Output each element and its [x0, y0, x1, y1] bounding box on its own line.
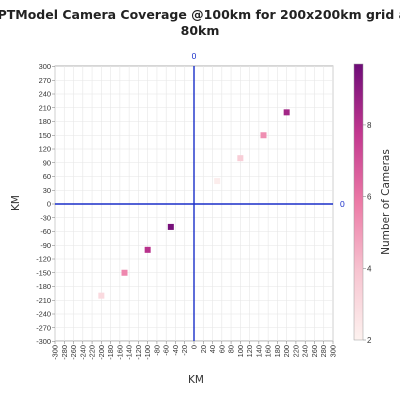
y-tick-label: 120 [39, 145, 51, 154]
colorbar [353, 63, 364, 341]
y-tick-label: -270 [36, 323, 51, 332]
y-axis-title: KM [10, 195, 22, 211]
data-point [260, 132, 267, 139]
x-tick-label: 280 [319, 345, 328, 357]
x-tick-label: -100 [143, 345, 152, 360]
data-points [98, 109, 290, 299]
x-tick-label: 220 [291, 345, 300, 357]
data-point [237, 155, 244, 162]
y-tick-label: -210 [36, 296, 51, 305]
chart-title-line-1: OPTModel Camera Coverage @100km for 200x… [0, 7, 400, 22]
data-point [121, 269, 128, 276]
y-axis-ticks: 3002702402101801501209060300-30-60-90-12… [36, 62, 55, 346]
x-tick-label: 80 [227, 345, 236, 353]
x-tick-label: -280 [60, 345, 69, 360]
x-tick-label: 300 [329, 345, 338, 357]
data-point [214, 178, 221, 185]
x-tick-label: 240 [301, 345, 310, 357]
reference-lines [55, 66, 333, 341]
x-tick-label: 180 [273, 345, 282, 357]
y-reference-label: 0 [340, 199, 345, 209]
data-point [98, 292, 105, 299]
x-tick-label: -160 [115, 345, 124, 360]
y-tick-label: 180 [39, 117, 51, 126]
x-tick-label: 140 [254, 345, 263, 357]
x-tick-label: -80 [152, 345, 161, 356]
x-axis-title: KM [188, 374, 204, 386]
y-tick-label: 270 [39, 76, 51, 85]
x-tick-label: -240 [78, 345, 87, 360]
x-tick-label: 40 [208, 345, 217, 353]
colorbar-ticks: 2 4 6 8 [363, 121, 372, 345]
x-tick-label: -140 [125, 345, 134, 360]
x-tick-label: -200 [97, 345, 106, 360]
y-tick-label: 300 [39, 62, 51, 71]
data-point [144, 246, 151, 253]
x-tick-label: 200 [282, 345, 291, 357]
x-tick-label: 20 [199, 345, 208, 353]
data-point [167, 223, 174, 230]
y-tick-label: -240 [36, 310, 51, 319]
y-tick-label: 150 [39, 131, 51, 140]
x-tick-label: -20 [180, 345, 189, 356]
colorbar-tick-label: 6 [367, 193, 372, 202]
y-tick-label: 30 [43, 186, 51, 195]
x-tick-label: -40 [171, 345, 180, 356]
y-tick-label: -300 [36, 337, 51, 346]
y-tick-label: 0 [47, 200, 51, 209]
y-tick-label: 210 [39, 103, 51, 112]
colorbar-tick-label: 2 [367, 336, 372, 345]
y-tick-label: 240 [39, 90, 51, 99]
x-tick-label: 120 [245, 345, 254, 357]
x-tick-label: -260 [69, 345, 78, 360]
y-tick-label: -90 [40, 241, 51, 250]
x-axis-ticks: -300 -280 -260 -240 -220 -200 -180 -160 -140 -120… [51, 341, 338, 360]
y-tick-label: -150 [36, 268, 51, 277]
x-tick-label: -120 [134, 345, 143, 360]
x-tick-label: -300 [51, 345, 60, 360]
y-tick-label: 90 [43, 158, 51, 167]
y-tick-label: 60 [43, 172, 51, 181]
x-tick-label: -220 [88, 345, 97, 360]
x-tick-label: 60 [217, 345, 226, 353]
y-tick-label: -60 [40, 227, 51, 236]
y-tick-label: -180 [36, 282, 51, 291]
x-tick-label: -180 [106, 345, 115, 360]
y-tick-label: -120 [36, 255, 51, 264]
y-tick-label: -30 [40, 213, 51, 222]
x-tick-label: 100 [236, 345, 245, 357]
colorbar-tick-label: 8 [367, 121, 372, 130]
chart-title-line-2: 80km [181, 23, 220, 38]
x-tick-label: 0 [190, 345, 199, 349]
x-tick-label: -60 [162, 345, 171, 356]
colorbar-tick-label: 4 [367, 264, 372, 273]
data-point [283, 109, 290, 116]
x-tick-label: 260 [310, 345, 319, 357]
x-tick-label: 160 [264, 345, 273, 357]
colorbar-title: Number of Cameras [380, 149, 392, 255]
x-reference-label: 0 [192, 51, 197, 61]
